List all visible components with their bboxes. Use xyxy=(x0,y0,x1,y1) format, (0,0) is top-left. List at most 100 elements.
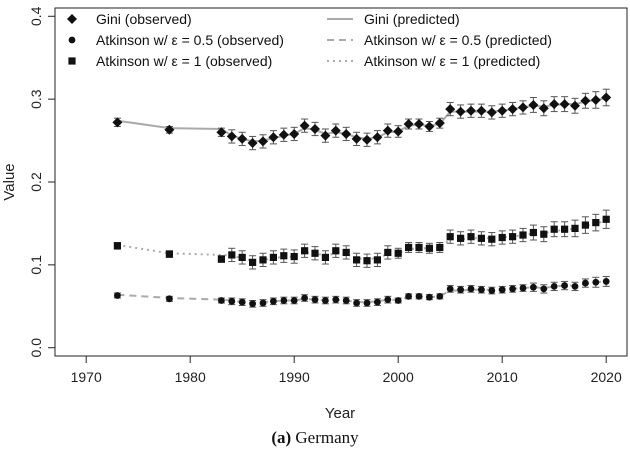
data-point-circle xyxy=(550,283,558,290)
data-point-square xyxy=(581,221,589,229)
data-point-square xyxy=(571,224,579,232)
data-point-square xyxy=(290,252,298,261)
legend-key-diamond xyxy=(67,14,77,24)
data-point-diamond xyxy=(486,107,497,118)
figure-caption: (a) Germany xyxy=(0,428,630,448)
data-point-circle xyxy=(114,292,121,299)
data-point-square xyxy=(477,234,485,242)
legend-label: Atkinson w/ ε = 0.5 (predicted) xyxy=(364,32,552,48)
data-point-square xyxy=(425,244,433,252)
data-point-square xyxy=(457,234,465,242)
chart-figure: 1970 1980 1990 2000 2010 2020 0.0 0.1 0.2 0.3 0.4… xyxy=(1,6,628,422)
data-point-square xyxy=(405,243,413,252)
data-point-circle xyxy=(301,294,308,302)
data-point-diamond xyxy=(362,134,372,145)
data-point-square xyxy=(342,248,350,257)
data-point-square xyxy=(384,248,392,257)
data-point-diamond xyxy=(434,118,445,129)
data-point-diamond xyxy=(507,104,518,115)
data-point-diamond xyxy=(580,95,591,106)
data-point-square xyxy=(321,253,329,261)
data-point-square xyxy=(249,258,257,266)
data-point-square xyxy=(113,242,121,250)
data-point-square xyxy=(446,233,454,241)
predicted-lines xyxy=(117,97,607,305)
data-point-diamond xyxy=(258,136,268,147)
data-point-circle xyxy=(582,279,589,287)
data-point-diamond xyxy=(559,99,570,110)
data-point-circle xyxy=(384,296,392,304)
y-axis: 0.0 0.1 0.2 0.3 0.4 xyxy=(28,6,56,357)
data-point-circle xyxy=(218,297,225,304)
data-point-diamond xyxy=(247,138,258,149)
data-point-square xyxy=(228,251,236,259)
data-point-diamond xyxy=(414,119,424,129)
data-point-square xyxy=(269,253,277,261)
y-tick-label: 0.3 xyxy=(28,89,44,109)
data-point-circle xyxy=(571,283,579,290)
data-point-square xyxy=(467,233,475,241)
data-point-circle xyxy=(322,297,329,304)
data-point-diamond xyxy=(341,128,352,139)
data-point-diamond xyxy=(518,102,528,113)
data-point-diamond xyxy=(424,121,435,132)
data-point-diamond xyxy=(455,106,466,117)
y-tick-label: 0.2 xyxy=(28,172,44,192)
data-point-square xyxy=(488,235,496,243)
data-point-diamond xyxy=(570,100,580,111)
data-point-diamond xyxy=(372,132,383,143)
data-point-circle xyxy=(259,299,267,307)
data-point-circle xyxy=(540,285,548,293)
predicted-line-2 xyxy=(117,219,607,262)
data-point-circle xyxy=(561,282,568,289)
x-axis: 1970 1980 1990 2000 2010 2020 xyxy=(71,355,622,385)
y-tick-label: 0.1 xyxy=(28,255,44,275)
data-point-circle xyxy=(363,299,371,307)
legend-label: Atkinson w/ ε = 1 (observed) xyxy=(96,53,272,69)
data-point-square xyxy=(540,230,548,238)
data-point-diamond xyxy=(320,130,331,141)
data-point-circle xyxy=(488,287,496,294)
data-point-diamond xyxy=(330,125,341,136)
error-bars xyxy=(113,88,610,308)
x-tick-label: 1980 xyxy=(175,369,206,385)
data-point-circle xyxy=(249,300,256,308)
legend-key-square xyxy=(68,57,76,65)
caption-text: Germany xyxy=(295,428,359,447)
data-point-diamond xyxy=(216,127,227,138)
data-point-diamond xyxy=(226,131,237,142)
data-point-diamond xyxy=(445,104,456,115)
data-point-circle xyxy=(290,297,298,304)
data-point-diamond xyxy=(299,120,310,131)
data-point-square xyxy=(353,256,361,264)
caption-label: (a) xyxy=(271,428,292,447)
data-point-square xyxy=(301,247,309,255)
data-point-diamond xyxy=(403,119,414,129)
legend-label: Gini (predicted) xyxy=(364,11,460,27)
data-point-square xyxy=(332,247,340,255)
data-point-diamond xyxy=(476,105,487,116)
data-point-circle xyxy=(415,292,423,300)
data-point-diamond xyxy=(278,129,289,140)
data-point-square xyxy=(498,233,506,242)
data-point-diamond xyxy=(393,126,404,137)
data-point-diamond xyxy=(164,124,175,135)
legend-label: Atkinson w/ ε = 1 (predicted) xyxy=(364,53,540,69)
data-point-square xyxy=(217,255,225,263)
data-point-square xyxy=(280,252,288,260)
data-point-square xyxy=(363,257,371,265)
data-point-square xyxy=(509,233,517,241)
data-point-circle xyxy=(436,292,444,300)
data-point-diamond xyxy=(528,99,539,110)
data-point-square xyxy=(259,256,267,264)
data-point-square xyxy=(529,228,537,237)
data-point-circle xyxy=(238,298,246,306)
data-point-circle xyxy=(405,292,412,300)
data-point-diamond xyxy=(112,117,123,128)
y-axis-title: Value xyxy=(1,163,18,200)
data-point-square xyxy=(592,219,600,227)
data-point-diamond xyxy=(289,128,300,139)
data-point-diamond xyxy=(601,92,612,103)
data-point-square xyxy=(394,249,402,257)
predicted-line-0 xyxy=(117,97,607,143)
